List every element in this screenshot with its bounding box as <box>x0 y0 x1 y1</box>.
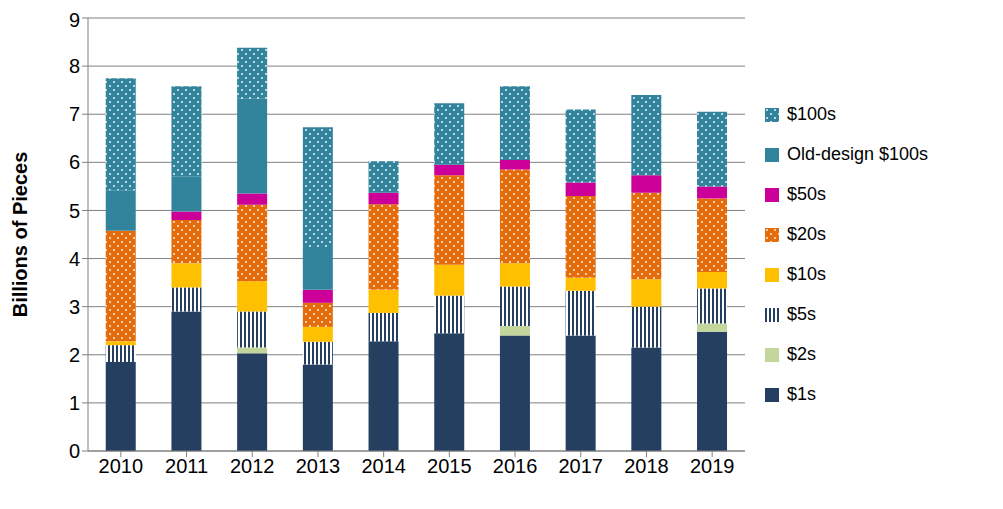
svg-text:2012: 2012 <box>230 455 275 477</box>
svg-text:2016: 2016 <box>493 455 538 477</box>
svg-text:2013: 2013 <box>296 455 341 477</box>
svg-text:2014: 2014 <box>361 455 406 477</box>
svg-text:6: 6 <box>69 151 80 173</box>
svg-text:0: 0 <box>69 440 80 462</box>
svg-text:2011: 2011 <box>165 455 208 477</box>
svg-text:1: 1 <box>69 392 80 414</box>
html-text:$100s: $100s <box>787 104 836 124</box>
html-text:$1s: $1s <box>787 384 816 404</box>
svg-text:4: 4 <box>69 248 80 270</box>
html-text:$10s: $10s <box>787 264 826 284</box>
svg-text:8: 8 <box>69 55 80 77</box>
svg-text:7: 7 <box>69 103 80 125</box>
svg-text:2017: 2017 <box>559 455 604 477</box>
svg-text:2018: 2018 <box>624 455 669 477</box>
svg-text:3: 3 <box>69 296 80 318</box>
html-text:$5s: $5s <box>787 304 816 324</box>
svg-text:2019: 2019 <box>690 455 735 477</box>
svg-text:9: 9 <box>69 9 80 31</box>
html-text:$50s: $50s <box>787 184 826 204</box>
svg-text:Billions of Pieces: Billions of Pieces <box>9 152 31 318</box>
svg-text:2015: 2015 <box>427 455 472 477</box>
html-text:$20s: $20s <box>787 224 826 244</box>
svg-text:2: 2 <box>69 344 80 366</box>
html-text:$2s: $2s <box>787 344 816 364</box>
html-text:Old-design $100s: Old-design $100s <box>787 144 929 164</box>
svg-text:2010: 2010 <box>99 455 144 477</box>
svg-text:5: 5 <box>69 200 80 222</box>
